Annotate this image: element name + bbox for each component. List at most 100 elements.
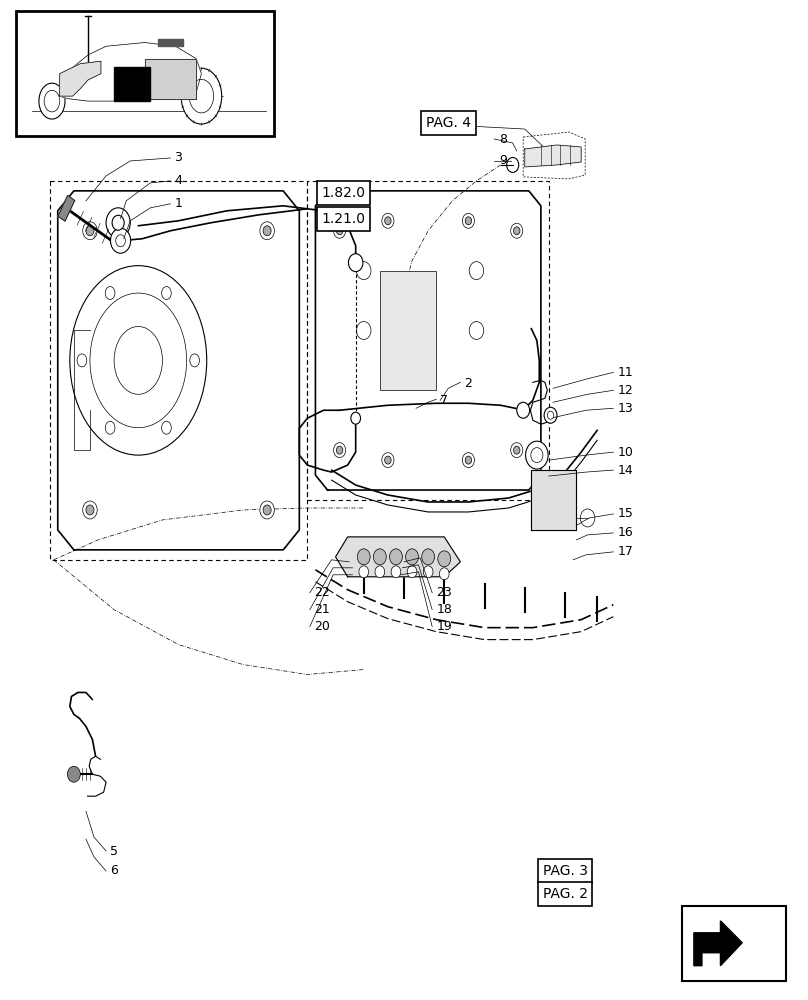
Ellipse shape (469, 321, 484, 339)
Text: 3: 3 (175, 151, 183, 164)
Polygon shape (60, 43, 201, 101)
Ellipse shape (69, 266, 207, 455)
Text: 18: 18 (436, 603, 452, 616)
Ellipse shape (260, 222, 275, 240)
Ellipse shape (336, 446, 343, 454)
Ellipse shape (334, 223, 346, 238)
Text: 10: 10 (617, 446, 633, 459)
Ellipse shape (440, 568, 449, 580)
Polygon shape (315, 191, 541, 490)
Ellipse shape (507, 157, 519, 172)
Ellipse shape (111, 228, 131, 253)
Text: 7: 7 (440, 394, 448, 407)
Ellipse shape (356, 262, 371, 280)
Text: 1.21.0: 1.21.0 (322, 212, 365, 226)
Ellipse shape (106, 208, 130, 238)
Ellipse shape (407, 566, 417, 578)
Bar (380, 271, 436, 390)
Ellipse shape (382, 453, 394, 468)
Text: 17: 17 (617, 545, 633, 558)
Ellipse shape (375, 566, 385, 578)
Ellipse shape (462, 453, 474, 468)
Ellipse shape (462, 213, 474, 228)
Text: 22: 22 (314, 586, 330, 599)
Text: 23: 23 (436, 586, 452, 599)
Ellipse shape (514, 227, 520, 235)
Ellipse shape (531, 448, 543, 463)
Ellipse shape (547, 411, 553, 419)
Ellipse shape (190, 354, 200, 367)
Ellipse shape (162, 421, 171, 434)
Ellipse shape (116, 235, 125, 247)
Ellipse shape (189, 79, 213, 113)
Ellipse shape (90, 293, 187, 428)
Ellipse shape (511, 443, 523, 458)
Text: 8: 8 (499, 133, 507, 146)
Text: 15: 15 (617, 507, 633, 520)
Ellipse shape (511, 223, 523, 238)
Ellipse shape (359, 566, 368, 578)
Text: 1.82.0: 1.82.0 (322, 186, 365, 200)
Ellipse shape (544, 407, 557, 423)
Polygon shape (60, 61, 101, 96)
Polygon shape (58, 195, 74, 221)
Ellipse shape (357, 549, 370, 565)
Ellipse shape (112, 215, 124, 230)
Text: 4: 4 (175, 174, 183, 187)
Ellipse shape (263, 226, 271, 236)
Ellipse shape (105, 287, 115, 300)
Text: 21: 21 (314, 603, 330, 616)
Ellipse shape (181, 68, 221, 124)
Ellipse shape (260, 501, 275, 519)
Ellipse shape (385, 217, 391, 225)
Polygon shape (694, 921, 743, 966)
Polygon shape (335, 537, 461, 577)
Ellipse shape (336, 227, 343, 235)
Text: 14: 14 (617, 464, 633, 477)
Ellipse shape (114, 326, 162, 394)
Ellipse shape (44, 90, 60, 112)
Text: 13: 13 (617, 402, 633, 415)
Ellipse shape (382, 213, 394, 228)
Text: 1: 1 (175, 197, 183, 210)
Ellipse shape (406, 549, 419, 565)
Ellipse shape (389, 549, 402, 565)
Text: 20: 20 (314, 620, 330, 633)
Ellipse shape (438, 551, 451, 567)
Ellipse shape (465, 217, 472, 225)
Text: 19: 19 (436, 620, 452, 633)
Ellipse shape (348, 254, 363, 272)
Text: 16: 16 (617, 526, 633, 539)
Ellipse shape (385, 456, 391, 464)
Ellipse shape (67, 766, 80, 782)
Ellipse shape (373, 549, 386, 565)
Polygon shape (57, 191, 299, 550)
Text: 11: 11 (617, 366, 633, 379)
Ellipse shape (82, 501, 97, 519)
Ellipse shape (514, 446, 520, 454)
Ellipse shape (351, 412, 360, 424)
Bar (682, 906, 786, 981)
Ellipse shape (423, 566, 433, 578)
Ellipse shape (82, 222, 97, 240)
Text: 6: 6 (110, 864, 118, 877)
Ellipse shape (391, 566, 401, 578)
Polygon shape (531, 470, 575, 530)
Polygon shape (524, 145, 581, 167)
Ellipse shape (162, 287, 171, 300)
Text: PAG. 2: PAG. 2 (542, 887, 587, 901)
Ellipse shape (39, 83, 65, 119)
Ellipse shape (517, 402, 529, 418)
Ellipse shape (465, 456, 472, 464)
Ellipse shape (580, 509, 595, 527)
Ellipse shape (263, 505, 271, 515)
Text: 9: 9 (499, 154, 507, 167)
Ellipse shape (469, 262, 484, 280)
Ellipse shape (86, 505, 94, 515)
Ellipse shape (86, 226, 94, 236)
Text: 5: 5 (110, 845, 118, 858)
Ellipse shape (77, 354, 86, 367)
Ellipse shape (356, 321, 371, 339)
Text: 12: 12 (617, 384, 633, 397)
Text: 2: 2 (465, 377, 472, 390)
